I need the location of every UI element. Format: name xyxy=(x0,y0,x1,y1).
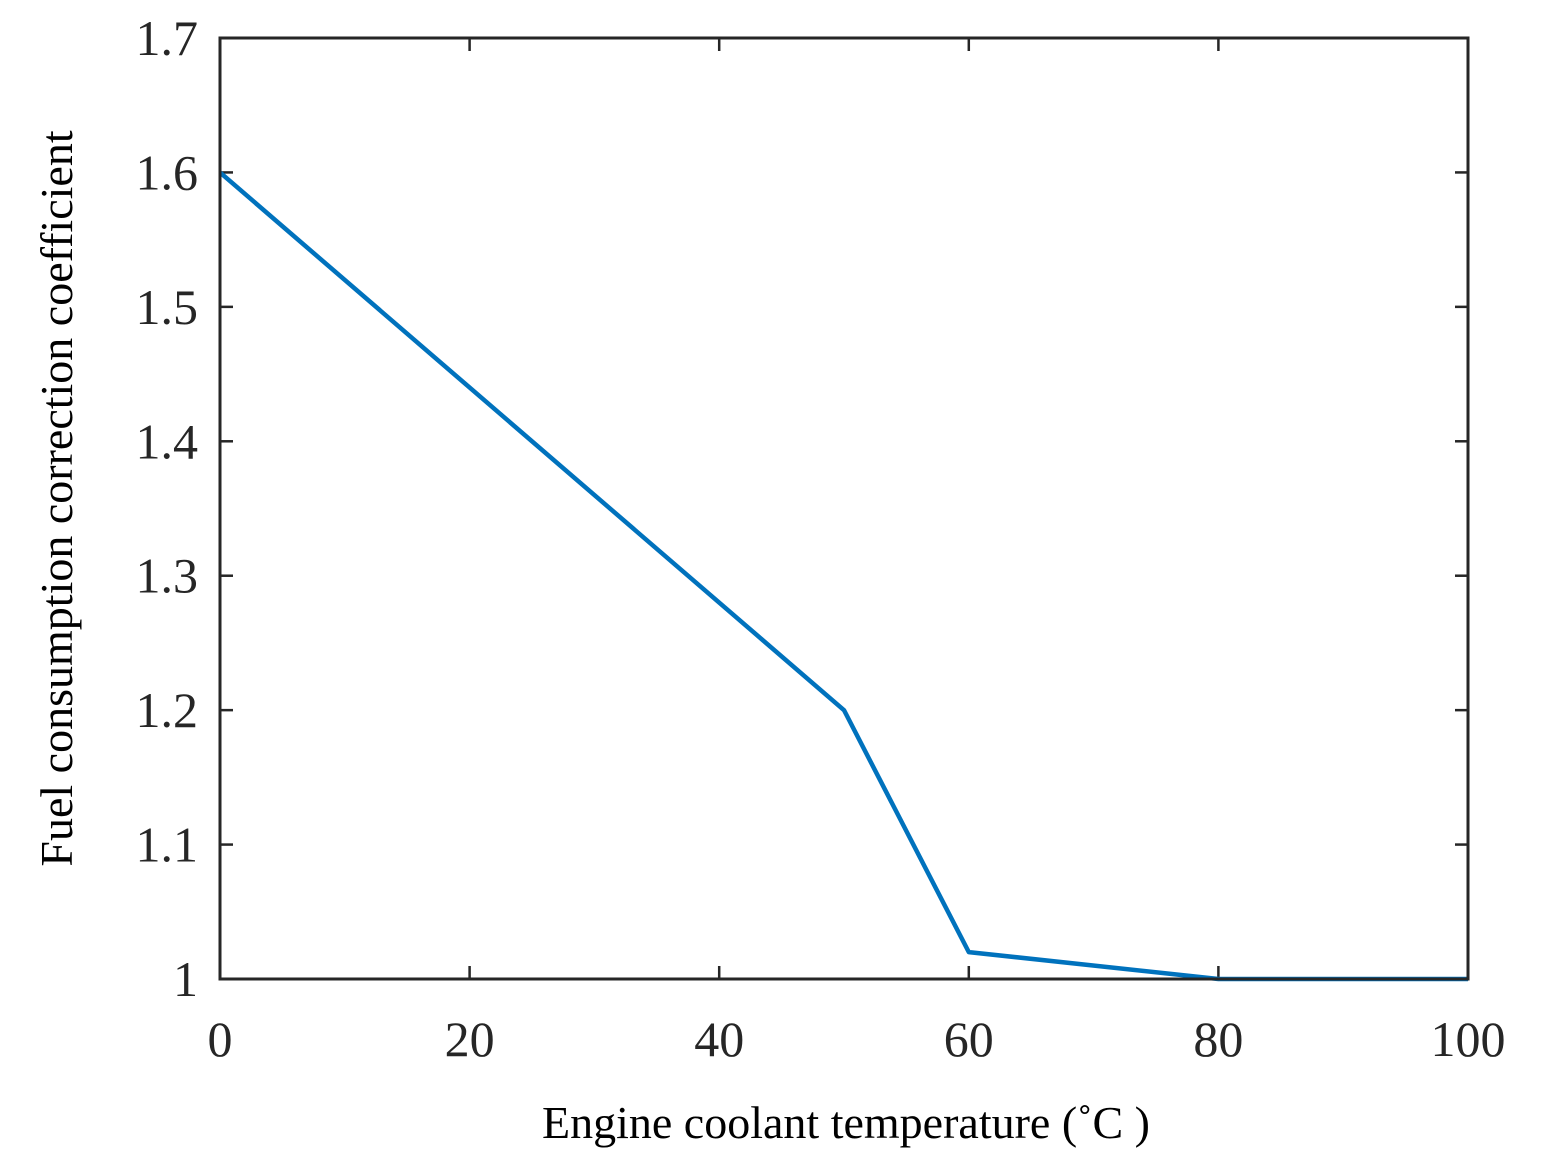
y-tick-label: 1.2 xyxy=(136,682,199,738)
y-tick-label: 1.4 xyxy=(136,413,199,469)
y-axis-title: Fuel consumption correction coefficient xyxy=(31,130,82,866)
series-layer xyxy=(218,170,1468,982)
axis-ticks xyxy=(218,36,1470,981)
y-tick-label: 1.5 xyxy=(136,279,199,335)
y-tick-labels: 1 1.1 1.2 1.3 1.4 1.5 1.6 1.7 xyxy=(136,10,199,1007)
x-tick-labels: 0 20 40 60 80 100 xyxy=(208,1011,1506,1067)
y-tick-label: 1.3 xyxy=(136,548,199,604)
x-tick-label: 40 xyxy=(694,1011,744,1067)
y-tick-label: 1.6 xyxy=(136,144,199,200)
y-tick-label: 1.1 xyxy=(136,817,199,873)
y-tick-label: 1 xyxy=(173,951,198,1007)
x-tick-label: 80 xyxy=(1193,1011,1243,1067)
x-tick-label: 0 xyxy=(208,1011,233,1067)
plot-frame xyxy=(218,36,1470,981)
x-tick-label: 60 xyxy=(944,1011,994,1067)
x-tick-label: 100 xyxy=(1431,1011,1506,1067)
y-tick-label: 1.7 xyxy=(136,10,199,66)
x-axis-title: Engine coolant temperature (˚C ) xyxy=(542,1097,1150,1148)
series-line xyxy=(218,170,1468,982)
x-tick-label: 20 xyxy=(445,1011,495,1067)
